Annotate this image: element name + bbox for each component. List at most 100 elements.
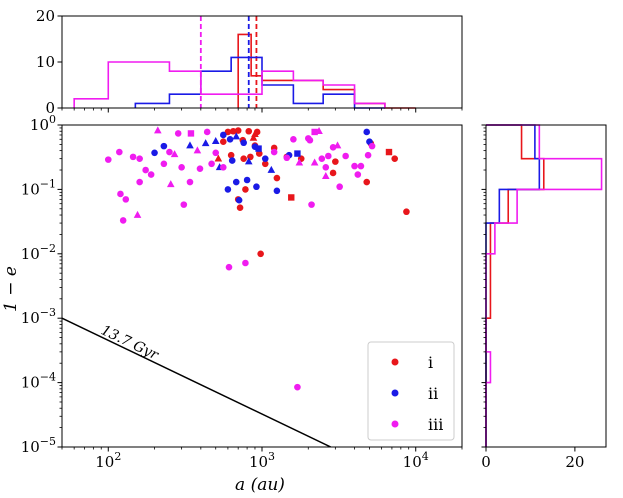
data-point — [283, 154, 291, 162]
y-axis-label-text: 1 − e — [1, 266, 21, 312]
right-hist-x-tick-label: 0 — [481, 453, 491, 471]
data-point — [129, 153, 137, 161]
data-point — [136, 155, 143, 162]
y-tick-label: 10−3 — [21, 306, 56, 327]
data-point — [154, 126, 162, 134]
data-point — [193, 146, 202, 154]
series-i — [214, 127, 410, 258]
data-point — [133, 210, 142, 218]
data-point — [403, 208, 410, 216]
data-point — [180, 201, 188, 208]
legend-marker-i — [391, 358, 399, 366]
data-point — [385, 148, 393, 156]
y-axis-label: 1 − e — [1, 266, 21, 312]
data-point — [224, 186, 232, 193]
data-point — [116, 148, 123, 156]
data-point — [306, 136, 314, 144]
legend-label-iii: iii — [428, 415, 443, 434]
data-point — [255, 145, 262, 152]
data-point — [229, 127, 237, 135]
right-histogram: 0 20 — [481, 124, 607, 471]
data-point — [214, 154, 223, 162]
data-point — [357, 162, 365, 170]
data-point — [354, 171, 362, 178]
data-point — [261, 155, 269, 162]
top-hist-y-tick-label: 0 — [45, 99, 55, 117]
x-axis-label-text: a (au) — [235, 475, 285, 495]
data-point — [329, 169, 337, 177]
data-point — [160, 160, 168, 168]
data-point — [368, 142, 376, 150]
data-point — [186, 178, 194, 186]
data-point — [288, 194, 295, 201]
data-point — [342, 152, 349, 160]
top-hist-step-iii — [73, 61, 386, 108]
x-tick-label: 102 — [95, 450, 121, 471]
legend-label-ii: ii — [428, 384, 438, 403]
y-tick-label: 10−1 — [21, 177, 56, 198]
data-point — [242, 186, 249, 193]
data-point — [203, 128, 211, 136]
x-axis-label: a (au) — [235, 475, 285, 495]
data-point — [147, 171, 155, 178]
data-point — [308, 201, 315, 208]
data-point — [336, 183, 343, 191]
data-point — [321, 172, 330, 180]
data-point — [255, 150, 263, 157]
data-point — [212, 149, 220, 157]
data-point — [117, 190, 124, 198]
data-point — [253, 183, 260, 191]
right-hist-step-ii — [485, 124, 541, 447]
y-tick-label: 10−5 — [21, 435, 56, 456]
data-point — [174, 130, 182, 137]
data-point — [166, 180, 175, 188]
series-iii — [104, 126, 376, 391]
right-hist-step-iii — [485, 124, 603, 447]
data-point — [267, 165, 276, 173]
data-point — [310, 158, 319, 166]
data-point — [201, 139, 210, 147]
data-point — [225, 263, 233, 271]
top-hist-y-tick-label: 20 — [36, 7, 55, 25]
data-point — [242, 259, 249, 267]
data-point — [261, 160, 269, 168]
data-point — [322, 164, 330, 171]
top-hist-step-ii — [134, 56, 385, 109]
data-point — [329, 144, 337, 151]
axis-labels: a (au) 1 − e — [1, 266, 285, 495]
data-point — [240, 155, 247, 162]
right-hist-x-tick-label: 20 — [565, 453, 584, 471]
series-ii — [151, 128, 373, 204]
data-point — [290, 135, 297, 143]
data-point — [178, 164, 185, 171]
y-tick-label: 10−2 — [21, 242, 56, 263]
data-point — [160, 142, 168, 150]
data-point — [235, 196, 243, 204]
legend-marker-iii — [391, 420, 399, 428]
legend-box — [367, 341, 455, 441]
data-point — [166, 148, 173, 156]
legend-label-i: i — [428, 353, 433, 372]
data-point — [232, 178, 240, 186]
data-point — [232, 132, 241, 140]
data-point — [249, 133, 258, 141]
data-point — [219, 138, 227, 146]
data-point — [219, 131, 227, 139]
data-point — [311, 128, 318, 136]
data-point — [136, 178, 143, 186]
y-tick-label: 100 — [30, 113, 56, 134]
data-point — [226, 135, 234, 143]
top-hist-y-tick-label: 10 — [36, 53, 55, 71]
data-point — [119, 217, 127, 224]
right-hist-step-i — [485, 124, 545, 447]
data-point — [243, 176, 251, 184]
data-point — [257, 250, 264, 258]
data-point — [196, 165, 204, 172]
data-point — [170, 150, 179, 158]
data-point — [236, 204, 244, 211]
data-point — [211, 137, 220, 145]
scatter-plot: 102 103 104 10−5 10−4 10−3 10−2 10−1 100 13.7 Gyr… — [21, 113, 463, 471]
data-point — [351, 162, 358, 170]
